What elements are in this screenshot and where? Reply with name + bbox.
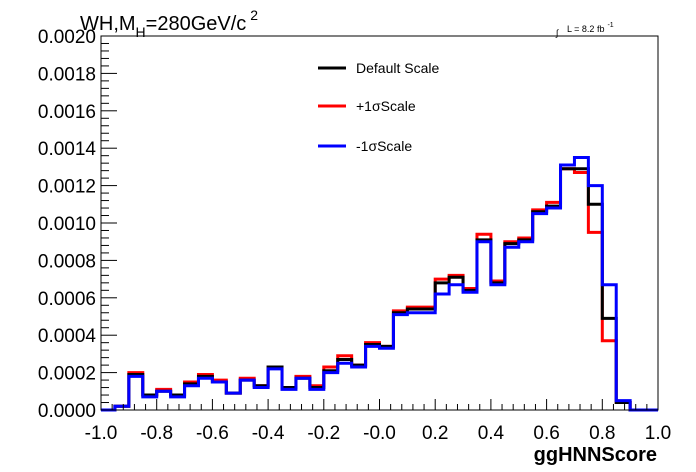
y-tick-label: 0.0010 [38,214,96,235]
x-tick-label: 0.4 [478,423,505,444]
luminosity-text: L = 8.2 fb [567,24,604,34]
series-line-0 [101,167,658,412]
x-tick-label: -0.6 [196,423,229,444]
legend-label-1: +1σScale [356,98,416,114]
title-main: WH,M [80,13,136,35]
title-superscript: 2 [250,7,258,23]
plot-frame [100,35,659,411]
y-tick-label: 0.0020 [38,27,96,48]
y-tick-label: 0.0006 [38,289,96,310]
x-tick-label: 0.6 [533,423,559,444]
x-tick-label: -1.0 [85,423,118,444]
luminosity-integral: ∫ [555,28,560,38]
x-axis-title: ggHNNScore [534,444,657,466]
legend: Default Scale +1σScale -1σScale [318,60,439,154]
y-tick-label: 0.0018 [38,64,96,85]
x-tick-label: 1.0 [645,423,671,444]
chart-title: WH,MH=280GeV/c 2 [80,7,258,40]
ticks-layer [100,35,659,411]
luminosity-superscript: -1 [607,22,613,29]
x-tick-label: -0.2 [307,423,340,444]
title-subscript: H [136,24,146,40]
y-tick-label: 0.0002 [38,364,96,385]
y-tick-label: 0.0004 [38,326,97,347]
x-tick-label: 0.8 [589,423,615,444]
y-tick-label: 0.0016 [38,102,96,123]
x-tick-label: -0.4 [252,423,285,444]
y-tick-label: 0.0000 [38,401,96,422]
x-tick-label: 0.2 [422,423,448,444]
legend-label-2: -1σScale [356,138,412,154]
luminosity-label: L = 8.2 fb -1 [567,22,614,34]
title-rest: =280GeV/c [146,13,247,35]
x-tick-label: -0.8 [140,423,173,444]
x-tick-label: -0.0 [363,423,396,444]
legend-label-0: Default Scale [356,60,439,76]
series-line-1 [101,167,658,412]
y-tick-label: 0.0012 [38,177,96,198]
y-tick-label: 0.0008 [38,251,96,272]
y-tick-label: 0.0014 [38,139,97,160]
series-layer [101,156,658,412]
series-line-2 [101,156,658,412]
labels-layer: -1.0 -0.8 -0.6 -0.4 -0.2 -0.0 0.2 0.4 0.6 0.8 1.0 0… [38,27,671,444]
